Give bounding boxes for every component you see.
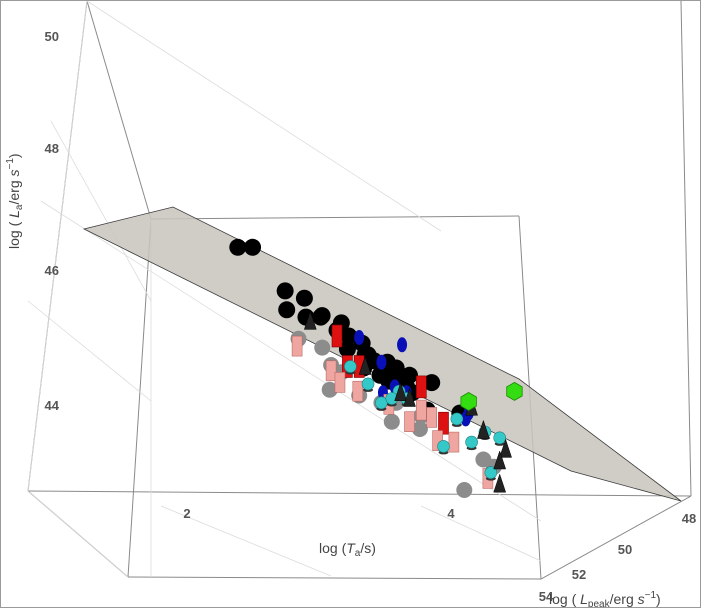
grid-line-6 bbox=[160, 505, 332, 577]
cone-4 bbox=[477, 419, 490, 439]
bounding-box bbox=[27, 1, 692, 580]
y-tick-50: 50 bbox=[618, 542, 632, 557]
grey-sphere-1 bbox=[314, 339, 331, 356]
x-axis-label: log (Ta/s) bbox=[319, 540, 376, 559]
pink-box-0 bbox=[291, 335, 303, 357]
cyan-sphere-0 bbox=[344, 360, 357, 375]
black-sphere-1 bbox=[244, 238, 262, 256]
x-tick-4: 4 bbox=[447, 506, 455, 521]
cyan-sphere-6 bbox=[437, 440, 450, 455]
box-edge-7 bbox=[150, 215, 520, 220]
z-tick-50: 50 bbox=[45, 29, 59, 44]
cone-5 bbox=[499, 438, 512, 458]
cyan-sphere-1 bbox=[361, 377, 375, 392]
pink-box-3 bbox=[352, 380, 364, 402]
red-box-3 bbox=[415, 375, 427, 399]
grid-line-0 bbox=[27, 490, 129, 578]
blue-ellipsoid-0 bbox=[354, 330, 365, 345]
black-sphere-21 bbox=[423, 374, 441, 392]
x-tick-2: 2 bbox=[183, 506, 190, 521]
red-box-0 bbox=[331, 324, 343, 348]
pink-box-1 bbox=[325, 360, 337, 382]
y-axis-label: log ( Lpeak/erg s−1) bbox=[549, 590, 661, 607]
pink-box-6 bbox=[426, 407, 438, 428]
grey-sphere-4 bbox=[321, 381, 338, 398]
cone-0 bbox=[303, 310, 317, 330]
y-tick-52: 52 bbox=[572, 567, 586, 582]
black-sphere-27 bbox=[381, 365, 399, 383]
green-hexagon-1 bbox=[506, 381, 523, 401]
cyan-sphere-8 bbox=[465, 435, 478, 451]
black-sphere-2 bbox=[276, 282, 294, 300]
cone-2 bbox=[394, 381, 407, 401]
y-tick-54: 54 bbox=[539, 589, 554, 604]
box-edge-9 bbox=[680, 1, 692, 497]
cyan-sphere-7 bbox=[493, 431, 507, 446]
z-axis-label: log ( La/erg s−1) bbox=[5, 153, 25, 249]
blue-ellipsoid-1 bbox=[397, 337, 408, 353]
cyan-sphere-3 bbox=[375, 396, 388, 411]
black-sphere-10 bbox=[338, 340, 356, 358]
cyan-sphere-4 bbox=[450, 412, 464, 427]
box-edge-0 bbox=[27, 490, 692, 497]
y-tick-48: 48 bbox=[682, 511, 696, 526]
z-tick-46: 46 bbox=[45, 263, 59, 278]
grey-sphere-9 bbox=[411, 421, 428, 437]
green-hexagon-0 bbox=[460, 392, 477, 411]
grey-sphere-12 bbox=[456, 482, 473, 498]
cyan-sphere-9 bbox=[484, 466, 498, 481]
tick-labels: 44 46 48 50 2 4 48 50 52 54 bbox=[45, 29, 697, 604]
black-sphere-24 bbox=[313, 307, 331, 325]
fit-plane bbox=[82, 206, 682, 502]
pink-box-7 bbox=[404, 411, 415, 433]
data-markers bbox=[229, 238, 523, 498]
cone-6 bbox=[493, 450, 507, 470]
cone-7 bbox=[493, 473, 507, 493]
black-sphere-3 bbox=[295, 289, 313, 307]
blue-ellipsoid-2 bbox=[376, 354, 387, 370]
grid-line-7 bbox=[420, 505, 542, 562]
pink-box-2 bbox=[334, 372, 346, 393]
black-sphere-8 bbox=[340, 327, 358, 345]
grid-line-5 bbox=[40, 200, 542, 522]
cone-1 bbox=[358, 355, 372, 375]
box-edge-3 bbox=[540, 495, 692, 580]
grey-sphere-13 bbox=[383, 413, 400, 430]
grid-line-4 bbox=[50, 120, 152, 302]
grid-line-3 bbox=[27, 300, 152, 402]
grid-line-8 bbox=[86, 1, 442, 232]
red-box-4 bbox=[438, 411, 449, 435]
z-tick-48: 48 bbox=[45, 141, 59, 156]
cone-8 bbox=[403, 387, 416, 407]
black-sphere-0 bbox=[229, 238, 247, 256]
black-sphere-4 bbox=[278, 301, 296, 319]
pink-box-5 bbox=[415, 399, 427, 421]
grid-line-1 bbox=[27, 1, 88, 492]
box-edge-8 bbox=[86, 1, 152, 220]
z-tick-44: 44 bbox=[45, 398, 60, 413]
box-edge-1 bbox=[127, 576, 542, 580]
pink-box-9 bbox=[448, 431, 460, 453]
box-edge-5 bbox=[127, 218, 152, 578]
